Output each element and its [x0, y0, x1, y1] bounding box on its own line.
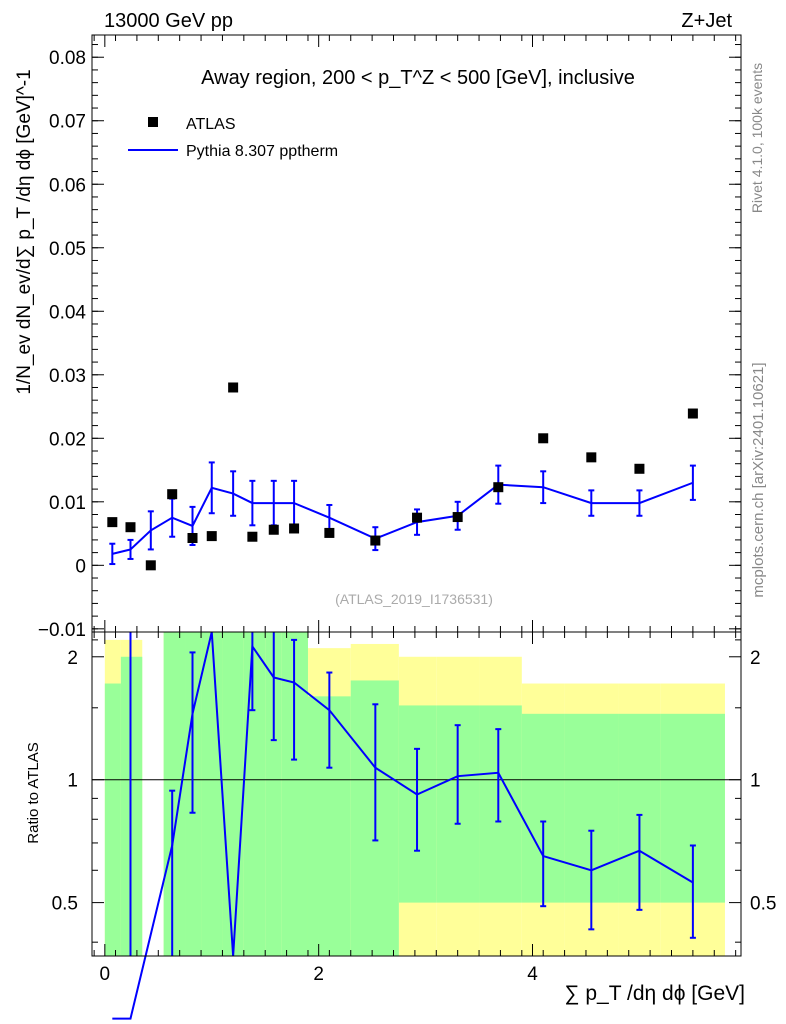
- ratio-band-green: [222, 632, 244, 956]
- header-process: Z+Jet: [681, 10, 732, 32]
- y-tick-label: −0.01: [38, 620, 86, 641]
- y-tick-label: 0.05: [49, 239, 86, 260]
- atlas-point: [493, 482, 504, 493]
- ratio-frame: [91, 631, 742, 957]
- atlas-point: [634, 463, 645, 474]
- atlas-point: [125, 522, 136, 533]
- chart-title: Away region, 200 < p_T^Z < 500 [GeV], in…: [201, 67, 635, 89]
- y-tick-label: 0: [75, 556, 86, 577]
- y-tick-label: 0.06: [49, 175, 86, 196]
- atlas-point: [538, 433, 549, 444]
- atlas-point: [289, 523, 300, 534]
- side-label-rivet: Rivet 4.1.0, 100k events: [749, 63, 765, 213]
- ratio-band-green: [104, 683, 121, 956]
- y-tick-label: 0.03: [49, 366, 86, 387]
- ratio-tick-label-right: 2: [750, 648, 761, 669]
- atlas-point: [268, 524, 279, 535]
- atlas-point: [206, 531, 217, 542]
- atlas-point: [412, 512, 423, 523]
- ratio-band-green: [201, 632, 223, 956]
- ratio-band-green: [243, 632, 266, 956]
- legend-atlas-label: ATLAS: [186, 116, 236, 133]
- y-tick-label: 0.01: [49, 493, 86, 514]
- atlas-point: [187, 533, 198, 544]
- ratio-tick-label-right: 1: [750, 771, 761, 792]
- atlas-point: [586, 452, 597, 463]
- pythia-line: [112, 481, 694, 555]
- legend-pythia-label: Pythia 8.307 pptherm: [186, 143, 338, 160]
- ratio-band-green: [163, 632, 186, 956]
- ratio-band-green: [120, 656, 143, 956]
- ratio-tick-label: 0.5: [52, 894, 78, 915]
- ratio-line: [112, 631, 694, 1020]
- x-tick-label: 4: [527, 964, 538, 985]
- ratio-band-green: [265, 632, 282, 956]
- atlas-point: [145, 560, 156, 571]
- tick-layer: −0.01 0 0.01 0.02 0.03 0.04 0.05 0.06 0.07 0.08 0.…: [38, 35, 776, 985]
- y-tick-label: 0.04: [49, 302, 86, 323]
- x-tick-label: 0: [100, 964, 111, 985]
- header-energy: 13000 GeV pp: [104, 10, 233, 32]
- side-label-mcplots: mcplots.cern.ch [arXiv:2401.10621]: [750, 362, 767, 597]
- atlas-point: [247, 531, 258, 542]
- main-panel: [107, 382, 698, 571]
- ratio-panel: [92, 631, 741, 1020]
- y-tick-label: 0.02: [49, 429, 86, 450]
- ratio-axis-label: Ratio to ATLAS: [25, 742, 42, 843]
- x-tick-label: 2: [313, 964, 324, 985]
- x-axis-label: ∑ p_T /dη dϕ [GeV]: [565, 982, 745, 1005]
- atlas-point: [687, 408, 698, 419]
- y-axis-label: 1/N_ev dN_ev/d∑ p_T /dη dϕ [GeV]^-1: [14, 69, 35, 394]
- legend-atlas-marker: [148, 117, 158, 127]
- analysis-watermark: (ATLAS_2019_I1736531): [335, 591, 493, 607]
- ratio-tick-label: 2: [67, 648, 78, 669]
- atlas-point: [167, 489, 178, 500]
- ratio-tick-label: 1: [67, 771, 78, 792]
- y-tick-label: 0.08: [49, 48, 86, 69]
- atlas-point: [107, 517, 118, 528]
- atlas-point: [228, 382, 239, 393]
- ratio-tick-label-right: 0.5: [750, 894, 776, 915]
- y-tick-label: 0.07: [49, 112, 86, 133]
- atlas-point: [452, 512, 463, 523]
- atlas-point: [370, 535, 381, 546]
- atlas-point: [324, 527, 335, 538]
